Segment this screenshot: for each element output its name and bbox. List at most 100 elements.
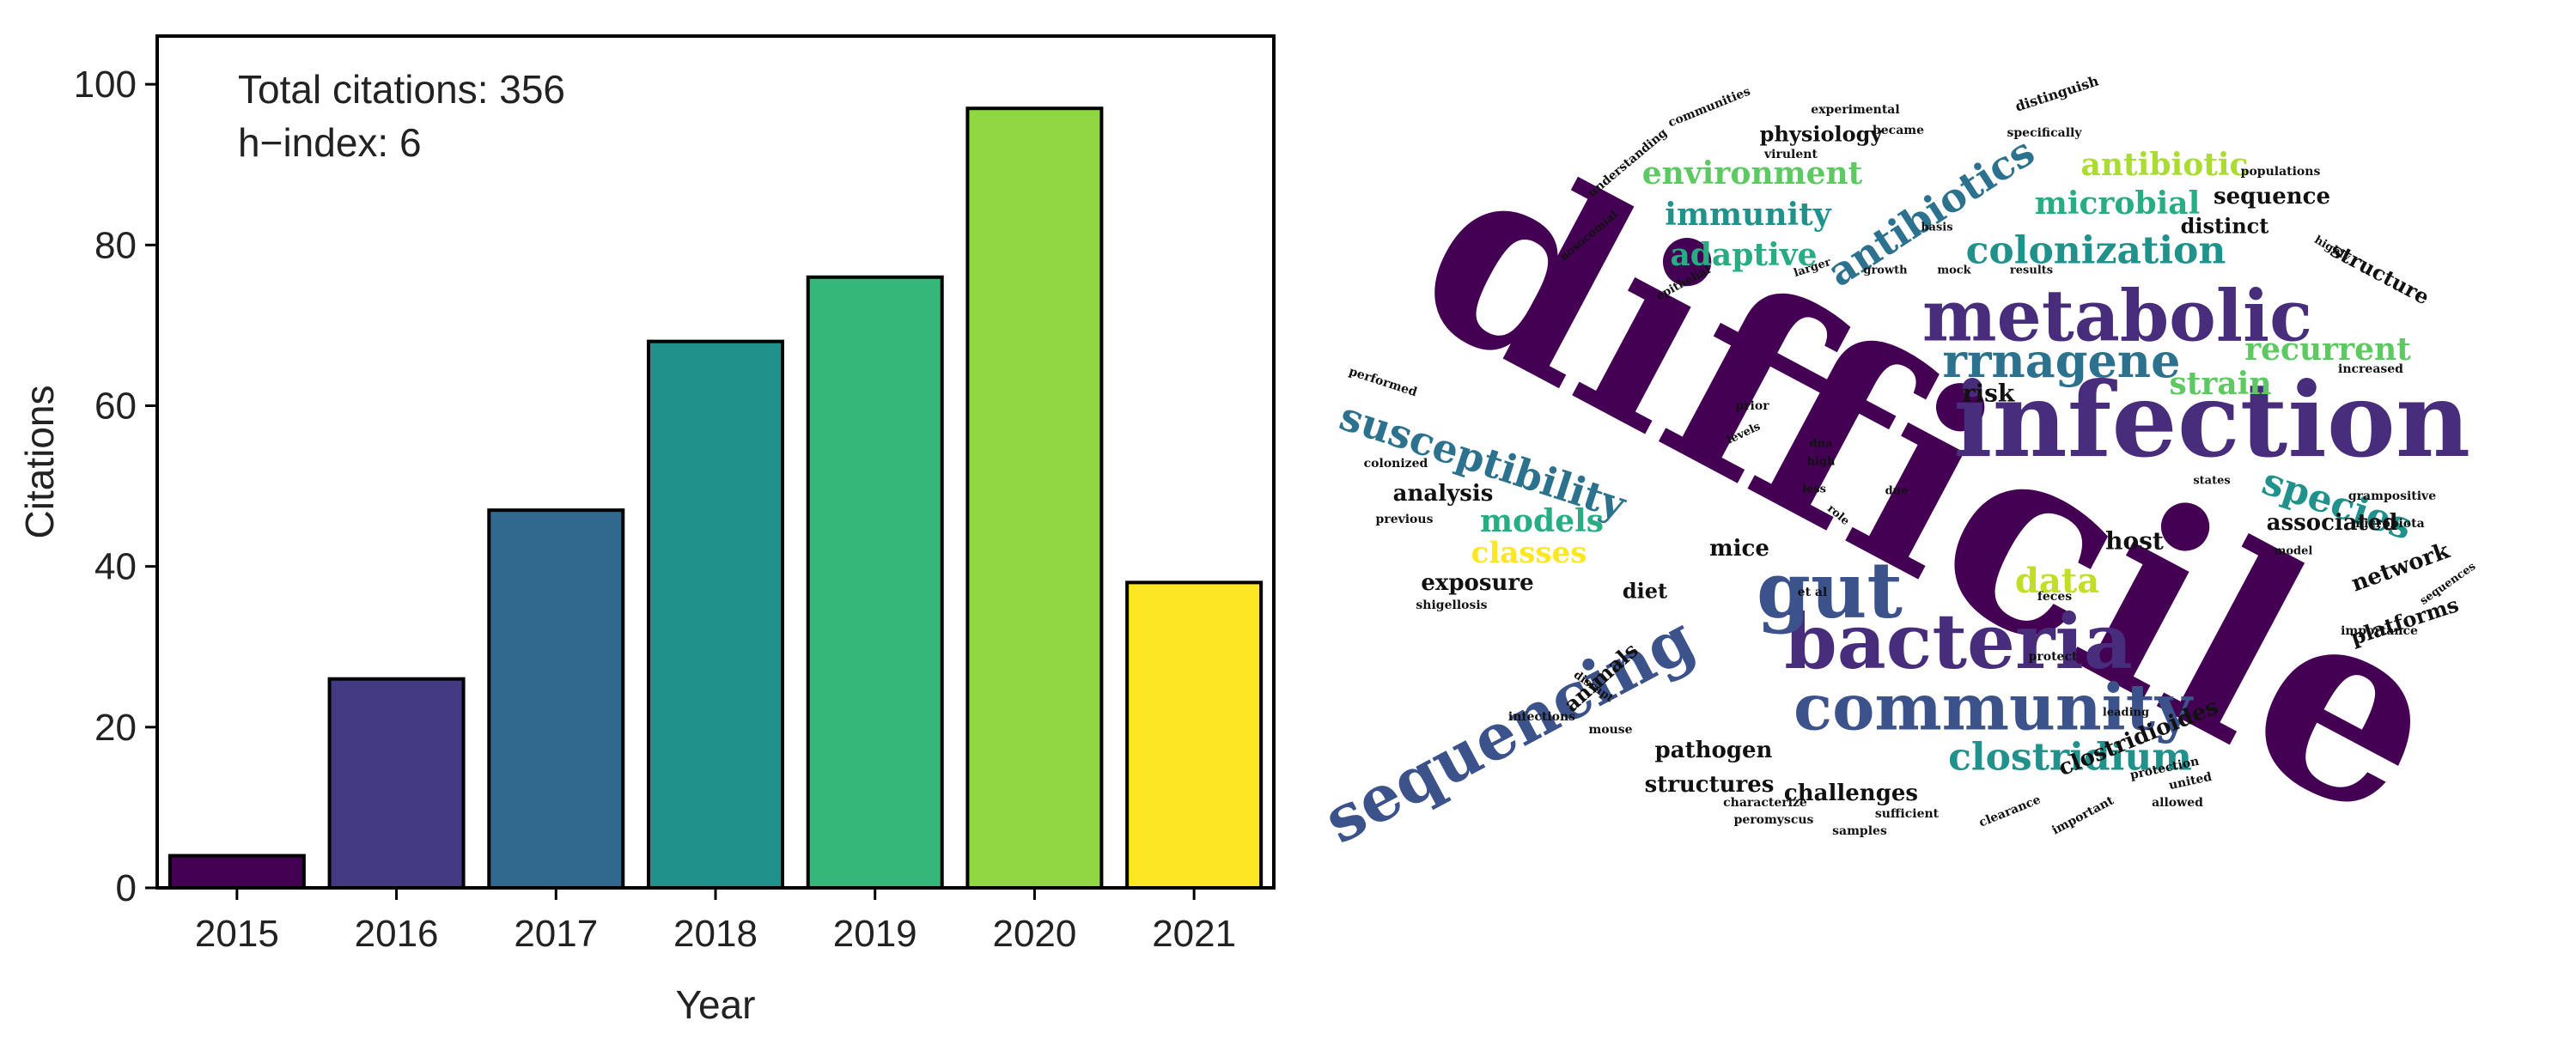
word-pathogen: pathogen — [1655, 738, 1773, 763]
word-recurrent: recurrent — [2244, 331, 2411, 368]
word-characterize: characterize — [1723, 796, 1807, 810]
word-results: results — [2010, 264, 2053, 277]
citations-bar-chart: 0 20 40 60 80 100 2015 2016 2017 2018 2019 2020 202… — [17, 34, 1276, 1027]
word-microbial: microbial — [2035, 185, 2201, 222]
word-challenges: challenges — [1784, 781, 1918, 806]
bar-2019 — [806, 275, 944, 890]
word-exposure: exposure — [1421, 570, 1533, 596]
x-tick-label: 2016 — [355, 913, 439, 955]
word-dna: dna — [1810, 438, 1834, 451]
x-tick-label: 2021 — [1152, 913, 1236, 955]
word-classes: classes — [1471, 536, 1587, 570]
word-samples: samples — [1832, 824, 1887, 838]
x-tick-label: 2019 — [833, 913, 917, 955]
y-tick-label: 20 — [94, 707, 137, 749]
y-tick-label: 100 — [74, 64, 137, 106]
word-infections: infections — [1508, 710, 1575, 724]
word-clearance: clearance — [1977, 793, 2043, 829]
word-less: less — [1802, 483, 1826, 496]
word-sequencing: sequencing — [1312, 602, 1707, 858]
word-cloud: difficileinfectionmetabolicbacteriacommu… — [1312, 72, 2494, 878]
word-mock: mock — [1937, 264, 1971, 277]
word-due: due — [1885, 485, 1909, 498]
word-populations: populations — [2241, 165, 2321, 179]
word-associated: associated — [2267, 510, 2398, 536]
word-rrnagene: rrnagene — [1943, 333, 2181, 388]
word-mouse: mouse — [1588, 723, 1632, 737]
word-structures: structures — [1645, 772, 1775, 798]
word-growth: growth — [1863, 264, 1908, 277]
bar-2021 — [1125, 580, 1264, 890]
word-gut: gut — [1757, 545, 1903, 636]
word-physiology: physiology — [1760, 122, 1884, 147]
word-sufficient: sufficient — [1875, 807, 1940, 821]
word-immunity: immunity — [1665, 197, 1832, 233]
bar-2020 — [965, 106, 1104, 890]
x-tick-label: 2020 — [992, 913, 1076, 955]
y-axis-ticks: 0 20 40 60 80 100 — [74, 64, 157, 909]
word-host: host — [2105, 527, 2164, 556]
word-diet: diet — [1623, 579, 1667, 604]
x-axis-ticks: 2015 2016 2017 2018 2019 2020 2021 — [195, 888, 1236, 955]
word-bacteria: bacteria — [1784, 597, 2133, 686]
word-infection: infection — [1953, 360, 2470, 481]
word-community: community — [1793, 671, 2194, 745]
word-et-al: et al — [1798, 586, 1828, 599]
word-prior: prior — [1735, 399, 1769, 413]
bar-2016 — [327, 677, 466, 890]
word-grampositive: grampositive — [2348, 489, 2436, 503]
word-feces: feces — [2037, 590, 2072, 604]
word-strain: strain — [2169, 366, 2271, 402]
y-tick-label: 0 — [116, 867, 137, 909]
x-tick-label: 2015 — [195, 913, 279, 955]
word-models: models — [1480, 503, 1604, 539]
word-importance: importance — [2341, 624, 2418, 638]
word-microbiota: microbiota — [2351, 517, 2424, 531]
word-virulent: virulent — [1763, 148, 1818, 161]
bar-2017 — [487, 508, 625, 890]
y-tick-label: 40 — [94, 546, 137, 588]
word-clostridium: clostridium — [1948, 736, 2192, 780]
word-protect: protect — [2029, 650, 2078, 664]
bar-2015 — [167, 854, 306, 890]
x-tick-label: 2018 — [673, 913, 758, 955]
word-high: high — [1807, 456, 1836, 469]
word-metabolic: metabolic — [1922, 275, 2312, 357]
annotation-h-index: h−index: 6 — [238, 120, 422, 165]
word-adaptive: adaptive — [1670, 237, 1817, 273]
x-tick-label: 2017 — [514, 913, 598, 955]
word-communities: communities — [1666, 84, 1752, 130]
word-data: data — [2015, 561, 2099, 601]
word-shigellosis: shigellosis — [1416, 598, 1487, 612]
word-risk: risk — [1963, 380, 2015, 408]
word-model: model — [2275, 545, 2313, 558]
annotation-total-citations: Total citations: 356 — [238, 67, 565, 112]
word-antibiotic: antibiotic — [2081, 147, 2249, 183]
bars-group — [167, 106, 1264, 890]
word-states: states — [2193, 475, 2230, 488]
word-distinguish: distinguish — [2013, 72, 2101, 114]
word-analysis: analysis — [1393, 481, 1494, 507]
word-became: became — [1873, 124, 1924, 137]
y-axis-label: Citations — [17, 386, 62, 539]
y-tick-label: 60 — [94, 385, 137, 427]
word-basis: basis — [1921, 222, 1952, 234]
word-sequence: sequence — [2214, 184, 2330, 210]
word-leading: leading — [2103, 707, 2149, 720]
y-tick-label: 80 — [94, 224, 137, 266]
word-peromyscus: peromyscus — [1734, 813, 1814, 827]
word-experimental: experimental — [1811, 103, 1899, 117]
bar-2018 — [647, 339, 784, 890]
word-specifically: specifically — [2007, 126, 2083, 140]
word-allowed: allowed — [2152, 796, 2203, 810]
word-increased: increased — [2338, 362, 2403, 376]
word-mice: mice — [1709, 536, 1769, 562]
word-colonized: colonized — [1364, 457, 1428, 471]
x-axis-label: Year — [676, 982, 756, 1027]
word-distinct: distinct — [2181, 214, 2269, 239]
word-colonization: colonization — [1966, 229, 2226, 273]
word-previous: previous — [1376, 513, 1434, 526]
word-important: important — [2049, 793, 2116, 837]
word-environment: environment — [1642, 155, 1863, 191]
